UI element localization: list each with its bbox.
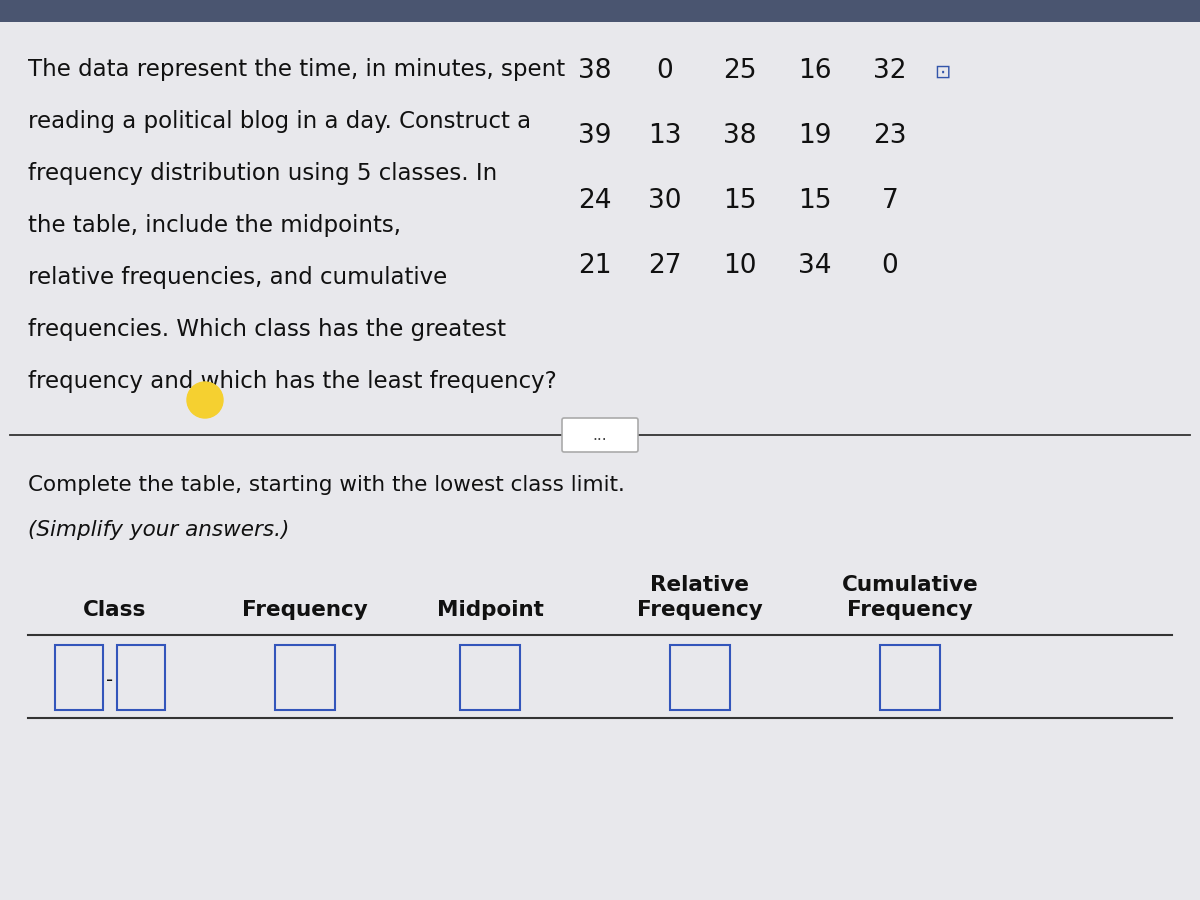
Text: 19: 19 [798,123,832,149]
Text: 32: 32 [874,58,907,84]
Text: 16: 16 [798,58,832,84]
Text: 23: 23 [874,123,907,149]
Text: Midpoint: Midpoint [437,600,544,620]
Text: ⊡: ⊡ [934,63,950,82]
Text: frequencies. Which class has the greatest: frequencies. Which class has the greates… [28,318,506,341]
Bar [670,645,730,710]
Text: 15: 15 [798,188,832,214]
Text: Complete the table, starting with the lowest class limit.: Complete the table, starting with the lo… [28,475,625,495]
Text: 24: 24 [578,188,612,214]
Bar [460,645,520,710]
Text: 13: 13 [648,123,682,149]
Text: 7: 7 [882,188,899,214]
Text: Cumulative: Cumulative [841,575,978,595]
Text: 38: 38 [724,123,757,149]
Text: 10: 10 [724,253,757,279]
Text: frequency distribution using 5 classes. In: frequency distribution using 5 classes. … [28,162,497,185]
Text: 25: 25 [724,58,757,84]
FancyBboxPatch shape [562,418,638,452]
Text: -: - [107,671,114,690]
Text: relative frequencies, and cumulative: relative frequencies, and cumulative [28,266,448,289]
Text: Frequency: Frequency [242,600,368,620]
Text: 0: 0 [882,253,899,279]
Text: Relative: Relative [650,575,750,595]
Text: 30: 30 [648,188,682,214]
Bar [880,645,940,710]
Text: 34: 34 [798,253,832,279]
Text: Class: Class [83,600,146,620]
Bar [275,645,335,710]
Text: Frequency: Frequency [847,600,973,620]
Text: frequency and which has the least frequency?: frequency and which has the least freque… [28,370,557,393]
Circle shape [187,382,223,418]
Text: 27: 27 [648,253,682,279]
Text: Frequency: Frequency [637,600,763,620]
Text: The data represent the time, in minutes, spent: The data represent the time, in minutes,… [28,58,565,81]
Bar [118,645,166,710]
Text: ...: ... [593,428,607,443]
Text: 38: 38 [578,58,612,84]
Text: (Simplify your answers.): (Simplify your answers.) [28,520,289,540]
Text: reading a political blog in a day. Construct a: reading a political blog in a day. Const… [28,110,532,133]
Bar [55,645,103,710]
Text: 0: 0 [656,58,673,84]
Text: the table, include the midpoints,: the table, include the midpoints, [28,214,401,237]
Text: 39: 39 [578,123,612,149]
Text: 21: 21 [578,253,612,279]
Bar [0,0,1200,22]
Text: 15: 15 [724,188,757,214]
